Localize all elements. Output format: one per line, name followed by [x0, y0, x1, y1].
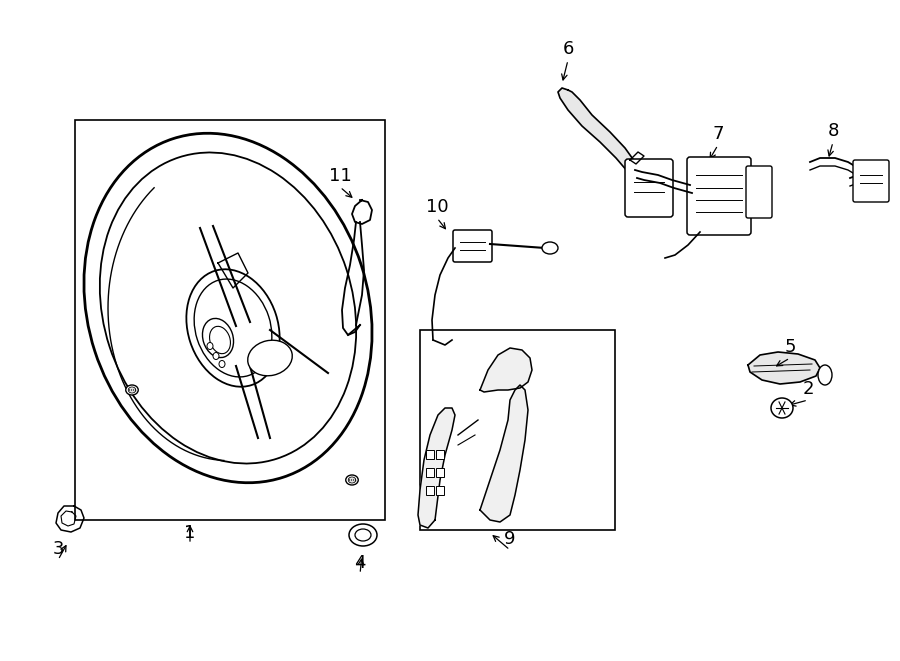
Ellipse shape — [818, 365, 832, 385]
Text: 6: 6 — [562, 40, 573, 58]
Ellipse shape — [84, 134, 372, 483]
Text: 7: 7 — [712, 125, 724, 143]
Bar — [436, 486, 444, 495]
Polygon shape — [480, 385, 528, 522]
Ellipse shape — [186, 269, 280, 387]
Ellipse shape — [128, 387, 136, 393]
Polygon shape — [418, 408, 455, 528]
Bar — [436, 468, 444, 477]
Ellipse shape — [349, 524, 377, 546]
Bar — [426, 468, 434, 477]
Ellipse shape — [100, 153, 356, 463]
Bar — [436, 450, 444, 459]
Text: 9: 9 — [504, 530, 516, 548]
Bar — [426, 486, 434, 495]
Polygon shape — [480, 348, 532, 392]
Text: 4: 4 — [355, 554, 365, 572]
Ellipse shape — [202, 319, 233, 358]
Ellipse shape — [207, 342, 213, 350]
Text: 5: 5 — [784, 338, 796, 356]
Bar — [426, 450, 434, 459]
Bar — [420, 330, 615, 530]
Text: 3: 3 — [52, 540, 64, 558]
FancyBboxPatch shape — [853, 160, 889, 202]
Ellipse shape — [213, 352, 219, 360]
Text: 2: 2 — [802, 380, 814, 398]
Ellipse shape — [355, 529, 371, 541]
Ellipse shape — [210, 327, 230, 354]
Ellipse shape — [248, 340, 292, 376]
Bar — [75, 120, 385, 520]
FancyBboxPatch shape — [625, 159, 673, 217]
FancyBboxPatch shape — [746, 166, 772, 218]
Text: 11: 11 — [328, 167, 351, 185]
Ellipse shape — [542, 242, 558, 254]
Ellipse shape — [771, 398, 793, 418]
Ellipse shape — [346, 475, 358, 485]
Polygon shape — [748, 352, 820, 384]
FancyBboxPatch shape — [453, 230, 492, 262]
Polygon shape — [558, 88, 638, 176]
FancyBboxPatch shape — [687, 157, 751, 235]
Ellipse shape — [194, 279, 272, 377]
Text: 1: 1 — [184, 524, 195, 542]
Ellipse shape — [126, 385, 139, 395]
Text: 8: 8 — [827, 122, 839, 140]
Text: 10: 10 — [426, 198, 448, 216]
Ellipse shape — [348, 477, 356, 483]
Ellipse shape — [219, 360, 225, 368]
